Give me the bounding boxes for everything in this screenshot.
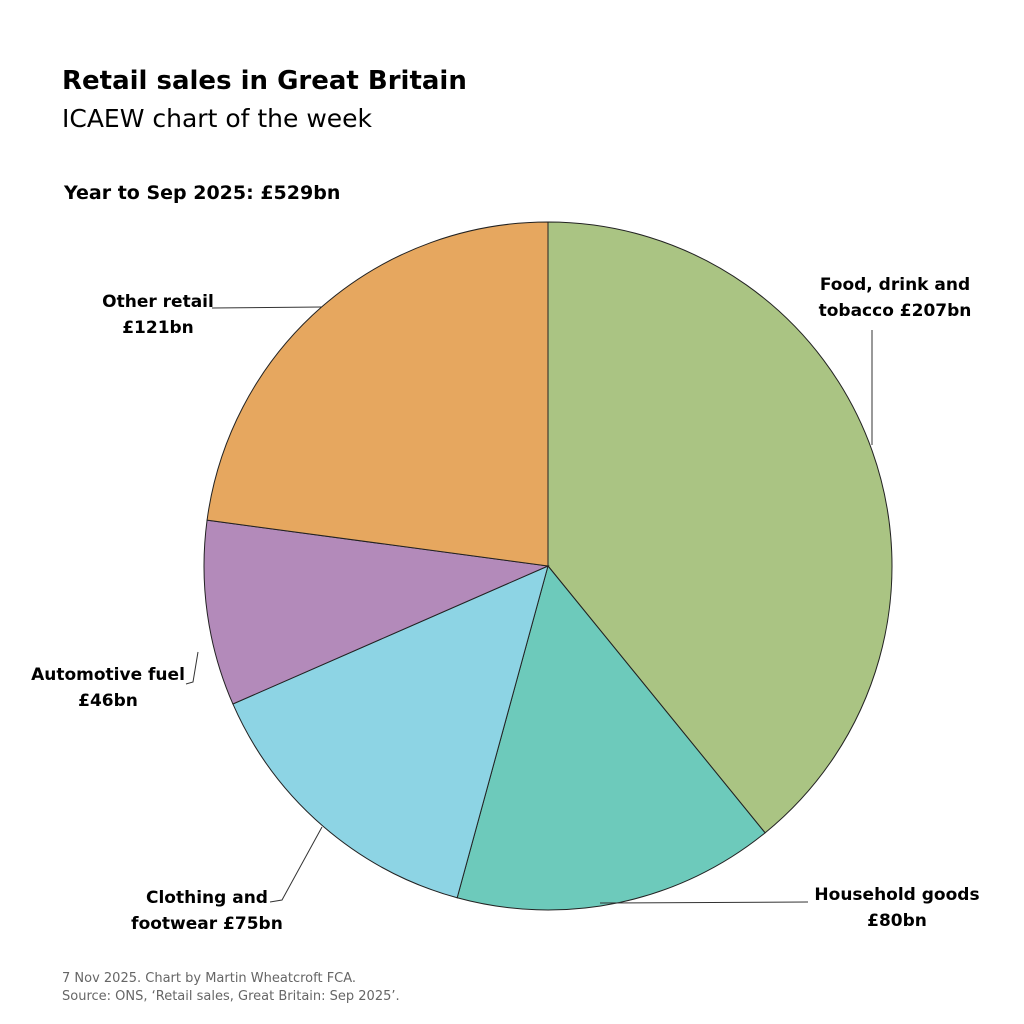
slice-label: £80bn — [867, 911, 927, 931]
slice-label: Other retail — [102, 292, 214, 312]
pie-slice-clothing-and-footwear — [232, 565, 549, 899]
chart-title: Retail sales in Great Britain — [62, 66, 467, 96]
footer: 7 Nov 2025. Chart by Martin Wheatcroft F… — [62, 970, 400, 1006]
slice-label: Household goods — [814, 885, 979, 905]
leader-line — [599, 901, 809, 904]
slice-label: £46bn — [78, 691, 138, 711]
total-label: Year to Sep 2025: £529bn — [64, 182, 341, 204]
pie-slice-food-drink-and-tobacco — [547, 221, 893, 834]
slice-label: tobacco £207bn — [819, 301, 972, 321]
pie-slice-other-retail — [206, 221, 549, 567]
leader-line — [269, 826, 323, 903]
footer-source: Source: ONS, ‘Retail sales, Great Britai… — [62, 989, 400, 1004]
slice-label: footwear £75bn — [131, 914, 283, 934]
pie-slice-automotive-fuel — [203, 519, 550, 705]
chart-subtitle: ICAEW chart of the week — [62, 104, 373, 133]
slice-label: Automotive fuel — [31, 665, 185, 685]
slice-label: £121bn — [122, 318, 194, 338]
leader-line — [185, 651, 199, 685]
slice-label: Clothing and — [146, 888, 268, 908]
leader-line — [211, 306, 323, 309]
footer-credit: 7 Nov 2025. Chart by Martin Wheatcroft F… — [62, 971, 357, 986]
slice-label: Food, drink and — [820, 275, 970, 295]
